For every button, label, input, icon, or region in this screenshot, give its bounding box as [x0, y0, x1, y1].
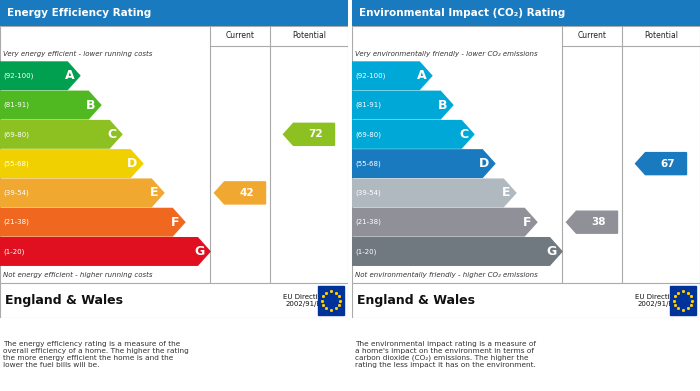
Text: G: G — [194, 245, 204, 258]
Polygon shape — [352, 238, 562, 265]
Text: Potential: Potential — [644, 32, 678, 41]
Polygon shape — [214, 182, 265, 204]
Text: Environmental Impact (CO₂) Rating: Environmental Impact (CO₂) Rating — [359, 8, 565, 18]
Text: 67: 67 — [660, 159, 675, 169]
Text: Not energy efficient - higher running costs: Not energy efficient - higher running co… — [3, 272, 153, 278]
Text: (69-80): (69-80) — [355, 131, 381, 138]
Text: (92-100): (92-100) — [355, 72, 386, 79]
Text: E: E — [150, 187, 158, 199]
Polygon shape — [0, 208, 185, 236]
Text: England & Wales: England & Wales — [5, 294, 123, 307]
Text: C: C — [107, 128, 116, 141]
Text: F: F — [523, 216, 531, 229]
Text: (55-68): (55-68) — [3, 160, 29, 167]
Text: C: C — [459, 128, 468, 141]
Text: The energy efficiency rating is a measure of the
overall efficiency of a home. T: The energy efficiency rating is a measur… — [3, 341, 189, 368]
Text: (21-38): (21-38) — [3, 219, 29, 226]
Text: EU Directive
2002/91/EC: EU Directive 2002/91/EC — [635, 294, 678, 307]
Text: (81-91): (81-91) — [3, 102, 29, 108]
Text: (55-68): (55-68) — [355, 160, 381, 167]
Polygon shape — [0, 238, 210, 265]
Text: Very energy efficient - lower running costs: Very energy efficient - lower running co… — [3, 51, 153, 57]
Text: (1-20): (1-20) — [355, 248, 377, 255]
Text: D: D — [127, 157, 137, 170]
Polygon shape — [0, 62, 80, 90]
Text: England & Wales: England & Wales — [357, 294, 475, 307]
Text: Current: Current — [578, 32, 606, 41]
Bar — [318, 286, 344, 315]
Polygon shape — [284, 123, 335, 145]
Text: 72: 72 — [308, 129, 323, 139]
Text: EU Directive
2002/91/EC: EU Directive 2002/91/EC — [283, 294, 326, 307]
Text: Very environmentally friendly - lower CO₂ emissions: Very environmentally friendly - lower CO… — [355, 51, 538, 57]
Text: (39-54): (39-54) — [3, 190, 29, 196]
Polygon shape — [352, 91, 453, 119]
Text: (69-80): (69-80) — [3, 131, 29, 138]
Text: E: E — [502, 187, 510, 199]
Polygon shape — [0, 91, 101, 119]
Text: A: A — [416, 69, 426, 82]
Polygon shape — [352, 120, 474, 148]
Polygon shape — [352, 62, 432, 90]
Text: B: B — [85, 99, 95, 111]
Polygon shape — [352, 208, 537, 236]
Text: Current: Current — [225, 32, 255, 41]
Text: 42: 42 — [239, 188, 253, 198]
Polygon shape — [0, 150, 143, 178]
Text: (92-100): (92-100) — [3, 72, 34, 79]
Text: Potential: Potential — [292, 32, 326, 41]
Text: F: F — [171, 216, 179, 229]
Text: G: G — [546, 245, 556, 258]
Polygon shape — [0, 120, 122, 148]
Polygon shape — [0, 179, 164, 207]
Text: Not environmentally friendly - higher CO₂ emissions: Not environmentally friendly - higher CO… — [355, 272, 538, 278]
Polygon shape — [352, 179, 516, 207]
Text: (1-20): (1-20) — [3, 248, 25, 255]
Bar — [670, 286, 696, 315]
Text: The environmental impact rating is a measure of
a home's impact on the environme: The environmental impact rating is a mea… — [355, 341, 536, 368]
Text: (81-91): (81-91) — [355, 102, 381, 108]
Polygon shape — [636, 152, 687, 175]
Text: Energy Efficiency Rating: Energy Efficiency Rating — [7, 8, 151, 18]
Text: A: A — [64, 69, 74, 82]
Text: 38: 38 — [591, 217, 606, 227]
Text: D: D — [479, 157, 489, 170]
Text: B: B — [438, 99, 447, 111]
Polygon shape — [352, 150, 495, 178]
Polygon shape — [566, 211, 617, 233]
Text: (21-38): (21-38) — [355, 219, 381, 226]
Text: (39-54): (39-54) — [355, 190, 381, 196]
